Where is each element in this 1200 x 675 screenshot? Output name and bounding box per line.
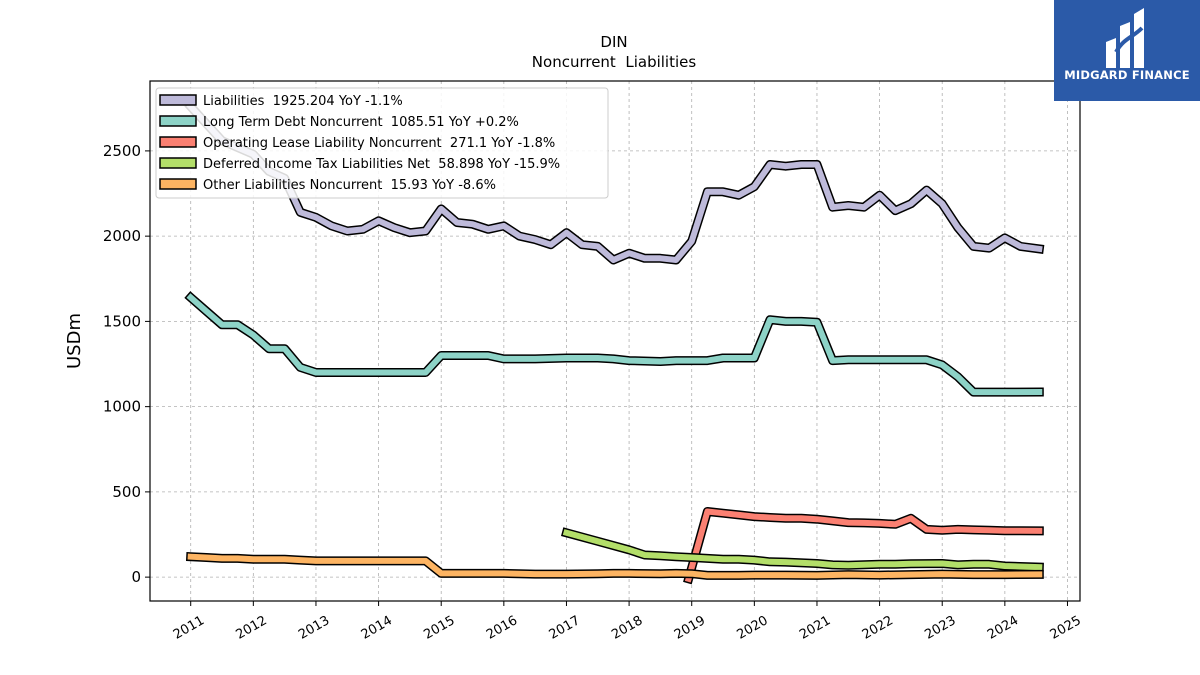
series-2 <box>683 507 1044 585</box>
legend-label: Deferred Income Tax Liabilities Net 58.8… <box>203 157 560 172</box>
brand-name: MIDGARD FINANCE <box>1064 68 1190 82</box>
legend-label: Liabilities 1925.204 YoY -1.1% <box>203 94 403 109</box>
series-1 <box>184 291 1044 397</box>
brand-logo-icon <box>1106 8 1144 68</box>
plot-frame <box>149 80 1081 602</box>
y-tick-label: 2000 <box>103 227 141 245</box>
y-tick-label: 1000 <box>103 398 141 416</box>
x-tick-label: 2012 <box>234 613 270 643</box>
y-axis-label: USDm <box>64 313 85 369</box>
x-tick-label: 2016 <box>484 613 520 643</box>
x-tick-label: 2014 <box>359 613 395 643</box>
legend-swatch <box>159 157 197 169</box>
legend-swatch <box>159 115 197 127</box>
y-tick-label: 0 <box>131 568 141 586</box>
x-tick-label: 2015 <box>421 613 457 643</box>
y-tick-label: 2500 <box>103 142 141 160</box>
series-line <box>186 102 1043 263</box>
legend: Liabilities 1925.204 YoY -1.1% Long Term … <box>155 87 609 199</box>
brand-logo: MIDGARD FINANCE <box>1054 0 1200 101</box>
x-tick-label: 2020 <box>735 613 771 643</box>
y-tick-label: 1500 <box>103 312 141 330</box>
legend-label: Operating Lease Liability Noncurrent 271… <box>203 136 555 151</box>
legend-label: Long Term Debt Noncurrent 1085.51 YoY +0… <box>203 115 519 130</box>
x-tick-label: 2025 <box>1048 613 1084 643</box>
legend-swatch <box>159 178 197 190</box>
x-tick-label: 2011 <box>171 613 207 643</box>
series-4 <box>185 551 1044 580</box>
series-line <box>684 508 1043 583</box>
x-tick-label: 2013 <box>296 613 332 643</box>
x-tick-label: 2024 <box>985 613 1021 643</box>
plot-border <box>149 80 1081 602</box>
x-tick-label: 2019 <box>672 613 708 643</box>
y-tick-label: 500 <box>112 483 141 501</box>
chart-subtitle: Noncurrent Liabilities <box>532 53 697 71</box>
x-tick-label: 2017 <box>547 613 583 643</box>
x-tick-label: 2022 <box>860 613 896 643</box>
legend-swatch <box>159 136 197 148</box>
chart-title: DIN <box>600 33 627 51</box>
y-axis: 0 500 1000 1500 2000 2500 <box>103 142 150 586</box>
series-line <box>562 529 1043 571</box>
x-tick-label: 2018 <box>609 613 645 643</box>
series-layer <box>184 100 1045 585</box>
series-0 <box>184 100 1045 265</box>
x-axis: 2011 2012 2013 2014 2015 2016 2017 2018 2019 2020… <box>171 601 1084 643</box>
series-line <box>187 553 1043 579</box>
x-tick-label: 2023 <box>922 613 958 643</box>
series-line <box>186 293 1043 396</box>
series-3 <box>560 527 1044 572</box>
legend-box <box>155 87 609 199</box>
x-tick-label: 2021 <box>797 613 833 643</box>
series-line-outline <box>184 291 1044 397</box>
legend-label: Other Liabilities Noncurrent 15.93 YoY -… <box>203 178 496 193</box>
legend-swatch <box>159 94 197 106</box>
